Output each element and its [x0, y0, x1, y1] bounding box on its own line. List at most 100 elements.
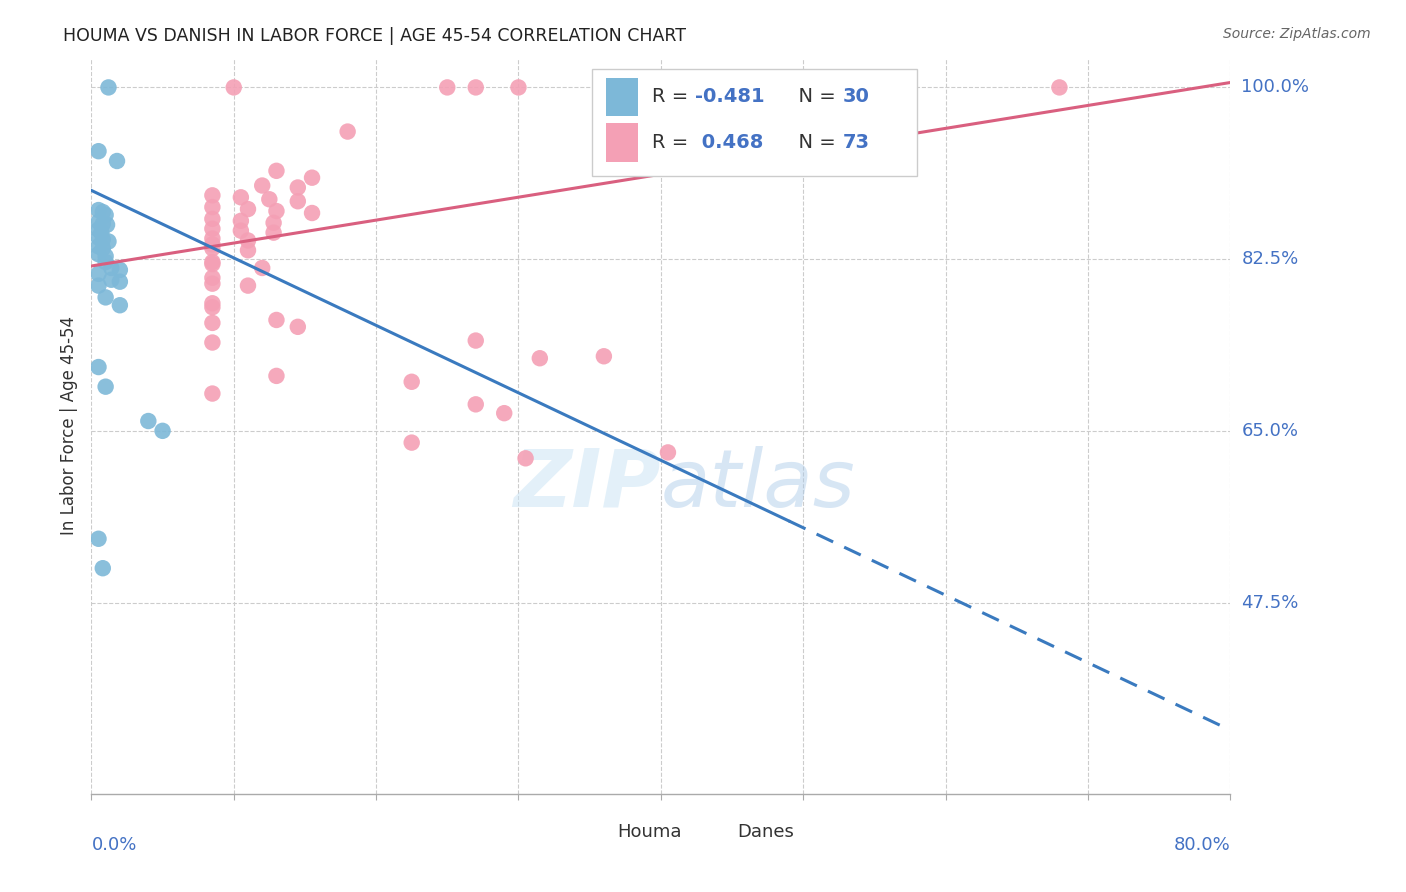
Point — [236, 278, 259, 293]
Point — [94, 380, 117, 394]
Point — [152, 424, 174, 438]
Point — [464, 334, 486, 348]
Text: 0.468: 0.468 — [695, 133, 763, 153]
Point — [263, 216, 285, 230]
Point — [87, 215, 110, 229]
Point — [96, 218, 118, 232]
Point — [236, 202, 259, 216]
Point — [250, 178, 273, 193]
Text: 82.5%: 82.5% — [1241, 250, 1299, 268]
Point — [229, 190, 252, 204]
Point — [91, 217, 114, 231]
FancyBboxPatch shape — [606, 123, 638, 161]
Point — [336, 124, 359, 138]
Text: atlas: atlas — [661, 446, 856, 524]
Text: 65.0%: 65.0% — [1241, 422, 1298, 440]
Point — [1049, 80, 1071, 95]
Point — [201, 237, 224, 252]
Point — [201, 335, 224, 350]
Point — [236, 244, 259, 258]
Point — [593, 349, 616, 363]
Text: R =: R = — [652, 87, 695, 106]
Point — [201, 316, 224, 330]
Point — [87, 359, 110, 375]
Text: Danes: Danes — [737, 823, 794, 841]
Text: N =: N = — [786, 133, 842, 153]
Point — [259, 192, 281, 206]
Point — [222, 80, 245, 95]
Point — [508, 80, 530, 95]
Text: HOUMA VS DANISH IN LABOR FORCE | AGE 45-54 CORRELATION CHART: HOUMA VS DANISH IN LABOR FORCE | AGE 45-… — [63, 27, 686, 45]
Text: N =: N = — [786, 87, 842, 106]
Text: ZIP: ZIP — [513, 446, 661, 524]
Point — [91, 241, 114, 255]
Point — [201, 231, 224, 245]
Point — [201, 241, 224, 255]
Text: 100.0%: 100.0% — [1241, 78, 1309, 96]
Point — [229, 214, 252, 228]
FancyBboxPatch shape — [700, 817, 730, 844]
Point — [91, 232, 114, 246]
Point — [87, 532, 110, 546]
Point — [464, 80, 486, 95]
Point — [87, 223, 110, 237]
Point — [266, 164, 288, 178]
Point — [464, 397, 486, 411]
Point — [87, 247, 110, 261]
Point — [201, 270, 224, 285]
Point — [87, 278, 110, 293]
Text: 0.0%: 0.0% — [91, 836, 136, 854]
Point — [721, 95, 744, 110]
Point — [529, 351, 551, 366]
Point — [229, 224, 252, 238]
Text: 47.5%: 47.5% — [1241, 593, 1299, 612]
Point — [97, 235, 120, 249]
Point — [201, 296, 224, 310]
Point — [87, 144, 110, 159]
FancyBboxPatch shape — [581, 817, 610, 844]
Point — [100, 260, 122, 275]
Point — [201, 277, 224, 291]
Point — [201, 221, 224, 235]
Text: R =: R = — [652, 133, 695, 153]
Point — [105, 153, 128, 168]
Point — [301, 206, 323, 220]
Point — [301, 170, 323, 185]
Point — [91, 205, 114, 219]
Point — [138, 414, 160, 428]
Point — [494, 406, 516, 420]
Text: Houma: Houma — [617, 823, 682, 841]
Point — [287, 319, 309, 334]
Point — [94, 290, 117, 304]
Point — [100, 273, 122, 287]
Point — [108, 298, 131, 312]
Point — [236, 234, 259, 248]
Point — [201, 257, 224, 271]
Point — [91, 561, 114, 575]
Point — [97, 80, 120, 95]
Point — [94, 255, 117, 269]
Point — [263, 226, 285, 240]
Y-axis label: In Labor Force | Age 45-54: In Labor Force | Age 45-54 — [59, 317, 77, 535]
Point — [201, 211, 224, 226]
Point — [436, 80, 458, 95]
Point — [401, 435, 423, 450]
Point — [94, 249, 117, 263]
Point — [657, 445, 679, 459]
Point — [201, 300, 224, 314]
Point — [201, 255, 224, 269]
Point — [87, 203, 110, 218]
Point — [108, 263, 131, 277]
Point — [287, 194, 309, 209]
Point — [401, 375, 423, 389]
Point — [201, 188, 224, 202]
Point — [250, 260, 273, 275]
Point — [287, 180, 309, 194]
FancyBboxPatch shape — [592, 69, 917, 176]
Point — [201, 200, 224, 214]
Point — [87, 230, 110, 244]
Point — [266, 204, 288, 219]
Text: -0.481: -0.481 — [695, 87, 765, 106]
Point — [90, 226, 112, 240]
Point — [515, 451, 537, 466]
